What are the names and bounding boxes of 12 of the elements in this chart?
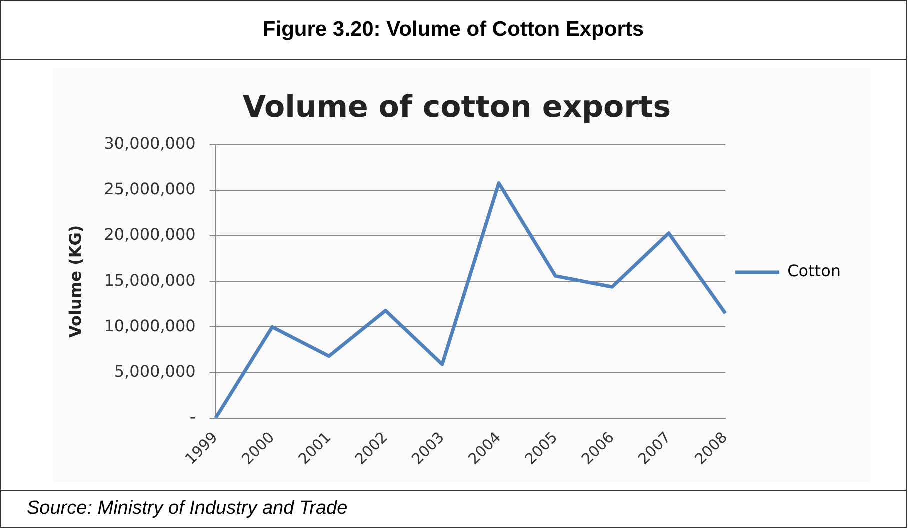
y-tick-label: 20,000,000 bbox=[104, 225, 196, 244]
chart-title: Figure 3.20: Volume of Cotton Exports bbox=[262, 18, 644, 42]
y-tick-label: - bbox=[190, 407, 196, 426]
y-axis-title: Volume (KG) bbox=[66, 225, 85, 338]
source-note: Source: Ministry of Industry and Trade bbox=[26, 497, 349, 521]
y-tick-label: 15,000,000 bbox=[104, 270, 196, 290]
y-tick-label: 25,000,000 bbox=[104, 180, 196, 199]
y-tick-label: 5,000,000 bbox=[114, 362, 196, 381]
y-tick-label: 30,000,000 bbox=[104, 134, 196, 154]
y-tick-label: 10,000,000 bbox=[104, 316, 196, 336]
legend-label: Cotton bbox=[788, 262, 841, 281]
chart-subtitle: Volume of cotton exports bbox=[242, 90, 672, 125]
